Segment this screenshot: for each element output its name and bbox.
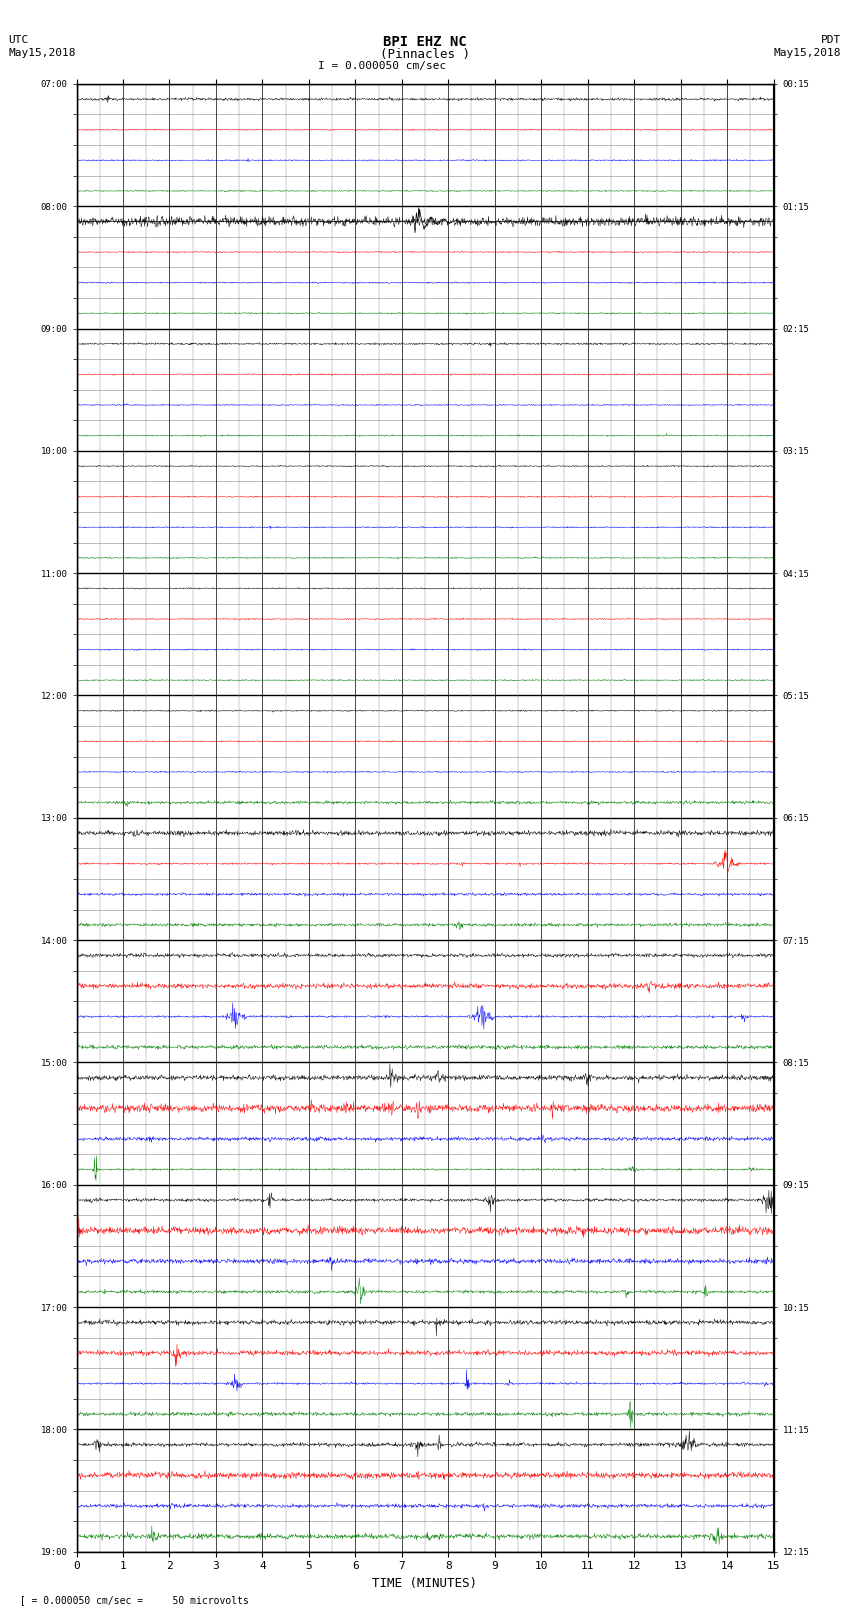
Text: BPI EHZ NC: BPI EHZ NC — [383, 35, 467, 50]
Text: I = 0.000050 cm/sec: I = 0.000050 cm/sec — [319, 61, 446, 71]
Text: [ = 0.000050 cm/sec =     50 microvolts: [ = 0.000050 cm/sec = 50 microvolts — [8, 1595, 249, 1605]
Text: (Pinnacles ): (Pinnacles ) — [380, 48, 470, 61]
Text: UTC: UTC — [8, 35, 29, 45]
Text: May15,2018: May15,2018 — [774, 48, 842, 58]
Text: May15,2018: May15,2018 — [8, 48, 76, 58]
Text: PDT: PDT — [821, 35, 842, 45]
X-axis label: TIME (MINUTES): TIME (MINUTES) — [372, 1578, 478, 1590]
